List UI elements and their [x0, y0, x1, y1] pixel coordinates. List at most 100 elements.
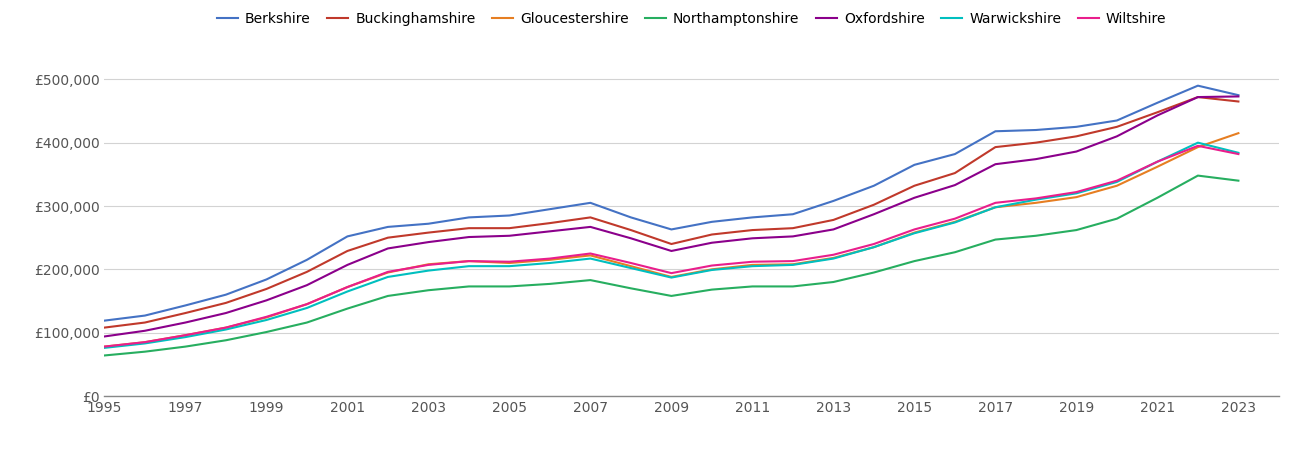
Gloucestershire: [542, 257, 557, 262]
Gloucestershire: [339, 284, 355, 290]
Berkshire: [420, 221, 436, 226]
Gloucestershire: [97, 344, 112, 349]
Oxfordshire: [218, 310, 234, 316]
Berkshire: [137, 313, 153, 318]
Berkshire: [663, 227, 679, 232]
Berkshire: [867, 183, 882, 189]
Buckinghamshire: [1069, 134, 1084, 139]
Berkshire: [97, 318, 112, 324]
Warwickshire: [988, 205, 1004, 210]
Berkshire: [907, 162, 923, 167]
Northamptonshire: [542, 281, 557, 287]
Warwickshire: [501, 263, 517, 269]
Northamptonshire: [1109, 216, 1125, 221]
Oxfordshire: [380, 246, 395, 251]
Oxfordshire: [461, 234, 476, 240]
Northamptonshire: [380, 293, 395, 299]
Gloucestershire: [218, 325, 234, 330]
Buckinghamshire: [177, 310, 193, 316]
Berkshire: [1028, 127, 1044, 133]
Wiltshire: [947, 216, 963, 221]
Northamptonshire: [339, 306, 355, 311]
Gloucestershire: [622, 263, 638, 269]
Northamptonshire: [1190, 173, 1206, 178]
Warwickshire: [542, 260, 557, 265]
Gloucestershire: [867, 244, 882, 250]
Oxfordshire: [420, 239, 436, 245]
Northamptonshire: [1028, 233, 1044, 238]
Gloucestershire: [461, 258, 476, 264]
Wiltshire: [1069, 189, 1084, 195]
Warwickshire: [1190, 140, 1206, 145]
Gloucestershire: [1190, 144, 1206, 150]
Wiltshire: [582, 251, 598, 256]
Berkshire: [947, 151, 963, 157]
Wiltshire: [1028, 196, 1044, 201]
Oxfordshire: [1190, 94, 1206, 100]
Wiltshire: [1190, 143, 1206, 148]
Gloucestershire: [1150, 164, 1165, 170]
Buckinghamshire: [542, 220, 557, 226]
Warwickshire: [663, 275, 679, 280]
Oxfordshire: [745, 236, 761, 241]
Buckinghamshire: [582, 215, 598, 220]
Line: Gloucestershire: Gloucestershire: [104, 133, 1238, 346]
Gloucestershire: [705, 267, 720, 272]
Wiltshire: [461, 258, 476, 264]
Northamptonshire: [622, 286, 638, 291]
Buckinghamshire: [947, 171, 963, 176]
Gloucestershire: [177, 333, 193, 338]
Gloucestershire: [663, 274, 679, 279]
Berkshire: [339, 234, 355, 239]
Oxfordshire: [867, 212, 882, 217]
Oxfordshire: [542, 229, 557, 234]
Buckinghamshire: [461, 225, 476, 231]
Warwickshire: [867, 244, 882, 250]
Buckinghamshire: [1150, 109, 1165, 115]
Warwickshire: [745, 263, 761, 269]
Warwickshire: [826, 256, 842, 261]
Buckinghamshire: [745, 227, 761, 233]
Buckinghamshire: [826, 217, 842, 223]
Line: Wiltshire: Wiltshire: [104, 146, 1238, 346]
Oxfordshire: [137, 328, 153, 333]
Warwickshire: [299, 305, 315, 310]
Gloucestershire: [1231, 130, 1246, 136]
Buckinghamshire: [1109, 124, 1125, 130]
Buckinghamshire: [501, 225, 517, 231]
Warwickshire: [380, 274, 395, 279]
Northamptonshire: [745, 284, 761, 289]
Northamptonshire: [947, 250, 963, 255]
Wiltshire: [907, 227, 923, 232]
Warwickshire: [461, 263, 476, 269]
Northamptonshire: [420, 288, 436, 293]
Northamptonshire: [97, 353, 112, 358]
Northamptonshire: [988, 237, 1004, 242]
Oxfordshire: [97, 334, 112, 339]
Buckinghamshire: [867, 202, 882, 207]
Warwickshire: [339, 289, 355, 294]
Gloucestershire: [299, 302, 315, 307]
Warwickshire: [907, 230, 923, 236]
Warwickshire: [1150, 159, 1165, 164]
Berkshire: [745, 215, 761, 220]
Northamptonshire: [1069, 227, 1084, 233]
Wiltshire: [177, 333, 193, 338]
Gloucestershire: [786, 261, 801, 267]
Line: Warwickshire: Warwickshire: [104, 143, 1238, 348]
Warwickshire: [786, 262, 801, 268]
Gloucestershire: [745, 262, 761, 268]
Oxfordshire: [1028, 157, 1044, 162]
Wiltshire: [339, 284, 355, 290]
Oxfordshire: [1150, 113, 1165, 118]
Wiltshire: [97, 344, 112, 349]
Buckinghamshire: [380, 235, 395, 240]
Oxfordshire: [663, 248, 679, 254]
Oxfordshire: [705, 240, 720, 245]
Buckinghamshire: [988, 144, 1004, 150]
Northamptonshire: [218, 338, 234, 343]
Gloucestershire: [137, 339, 153, 345]
Gloucestershire: [907, 230, 923, 235]
Berkshire: [622, 215, 638, 220]
Line: Northamptonshire: Northamptonshire: [104, 176, 1238, 356]
